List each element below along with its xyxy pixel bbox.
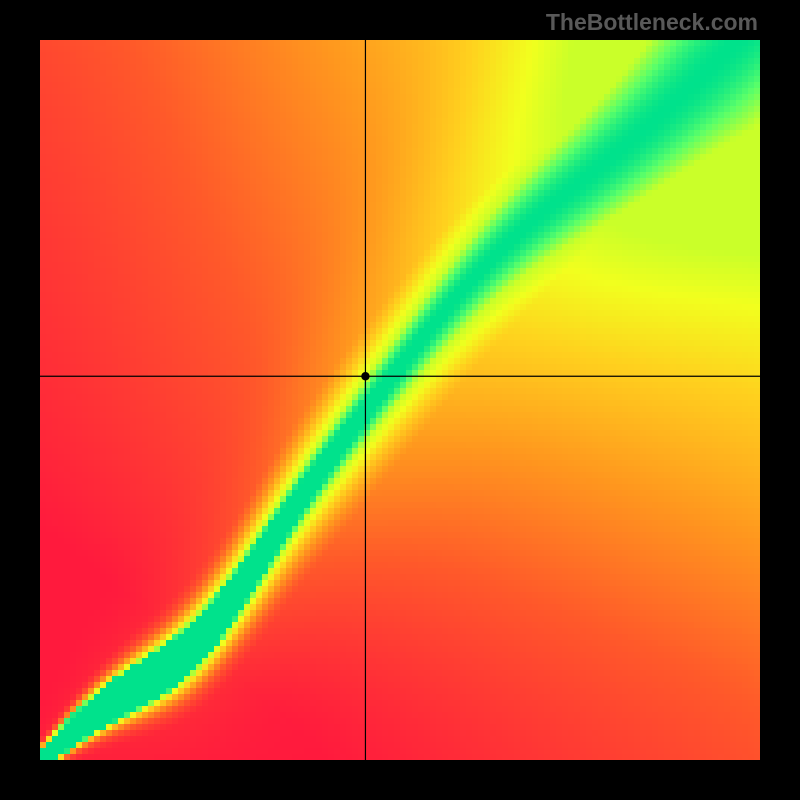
heatmap-canvas xyxy=(40,40,760,760)
bottleneck-chart: TheBottleneck.com xyxy=(0,0,800,800)
watermark-text: TheBottleneck.com xyxy=(546,9,758,36)
